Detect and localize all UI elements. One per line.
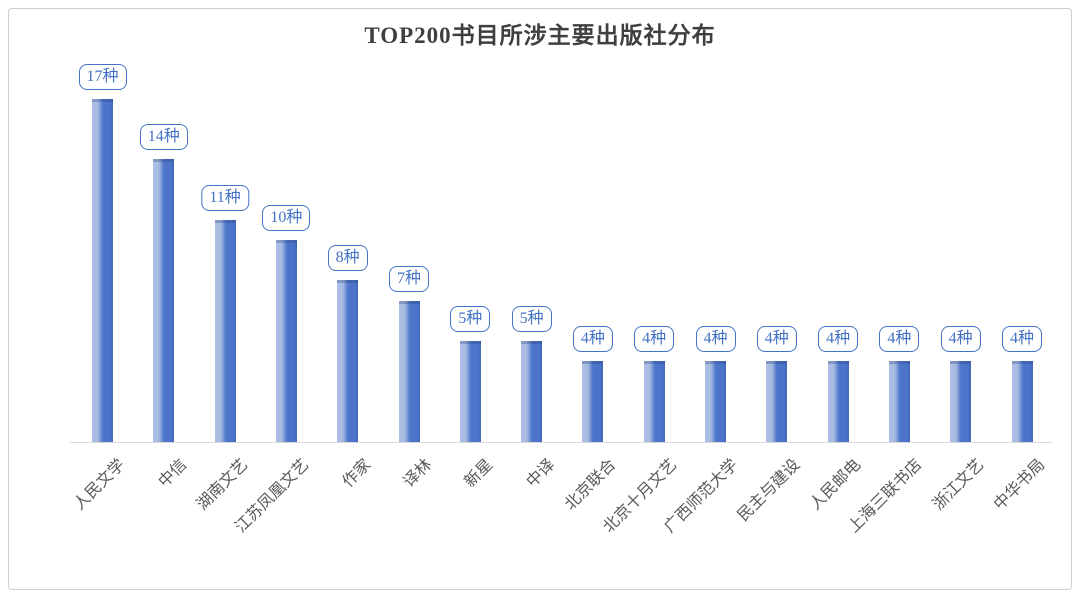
data-label: 5种	[450, 306, 491, 332]
data-label: 10种	[262, 205, 311, 231]
x-axis-label: 民主与建设	[734, 456, 804, 525]
bar	[827, 361, 849, 442]
bar	[705, 361, 726, 442]
bar	[275, 240, 297, 442]
data-label: 4种	[634, 326, 675, 352]
bar	[888, 361, 910, 442]
data-label: 4种	[1001, 326, 1043, 352]
bar	[92, 99, 113, 442]
data-label: 4种	[695, 326, 736, 352]
x-axis-label: 中信	[155, 456, 191, 491]
data-label: 4种	[756, 326, 797, 352]
bar	[398, 301, 420, 442]
data-label: 5种	[511, 306, 552, 332]
bar	[582, 361, 604, 442]
x-axis-label: 中译	[523, 456, 558, 491]
data-label: 7种	[388, 266, 430, 292]
x-axis-line	[70, 442, 1052, 443]
bar	[1011, 361, 1033, 442]
bar	[214, 220, 236, 442]
x-axis-label: 中华书局	[990, 456, 1049, 514]
bar	[337, 280, 359, 442]
x-axis-label: 作家	[339, 456, 374, 491]
data-label: 8种	[327, 245, 368, 271]
data-label: 17种	[78, 64, 127, 90]
x-axis-label: 浙江文艺	[929, 456, 987, 514]
bar	[521, 341, 543, 442]
x-axis-label: 新星	[461, 456, 497, 491]
data-label: 4种	[940, 326, 981, 352]
data-label: 4种	[818, 326, 859, 352]
bar	[766, 361, 788, 442]
data-label: 14种	[139, 124, 188, 150]
x-axis-label: 译林	[400, 456, 436, 491]
x-axis-label: 人民文学	[71, 456, 129, 514]
data-label: 4种	[879, 326, 920, 352]
bar	[643, 361, 665, 442]
data-label: 4种	[572, 326, 613, 352]
chart-title: TOP200书目所涉主要出版社分布	[364, 23, 716, 48]
bar	[153, 159, 175, 442]
data-label: 11种	[201, 185, 249, 211]
bar	[950, 361, 972, 442]
bar	[459, 341, 481, 442]
